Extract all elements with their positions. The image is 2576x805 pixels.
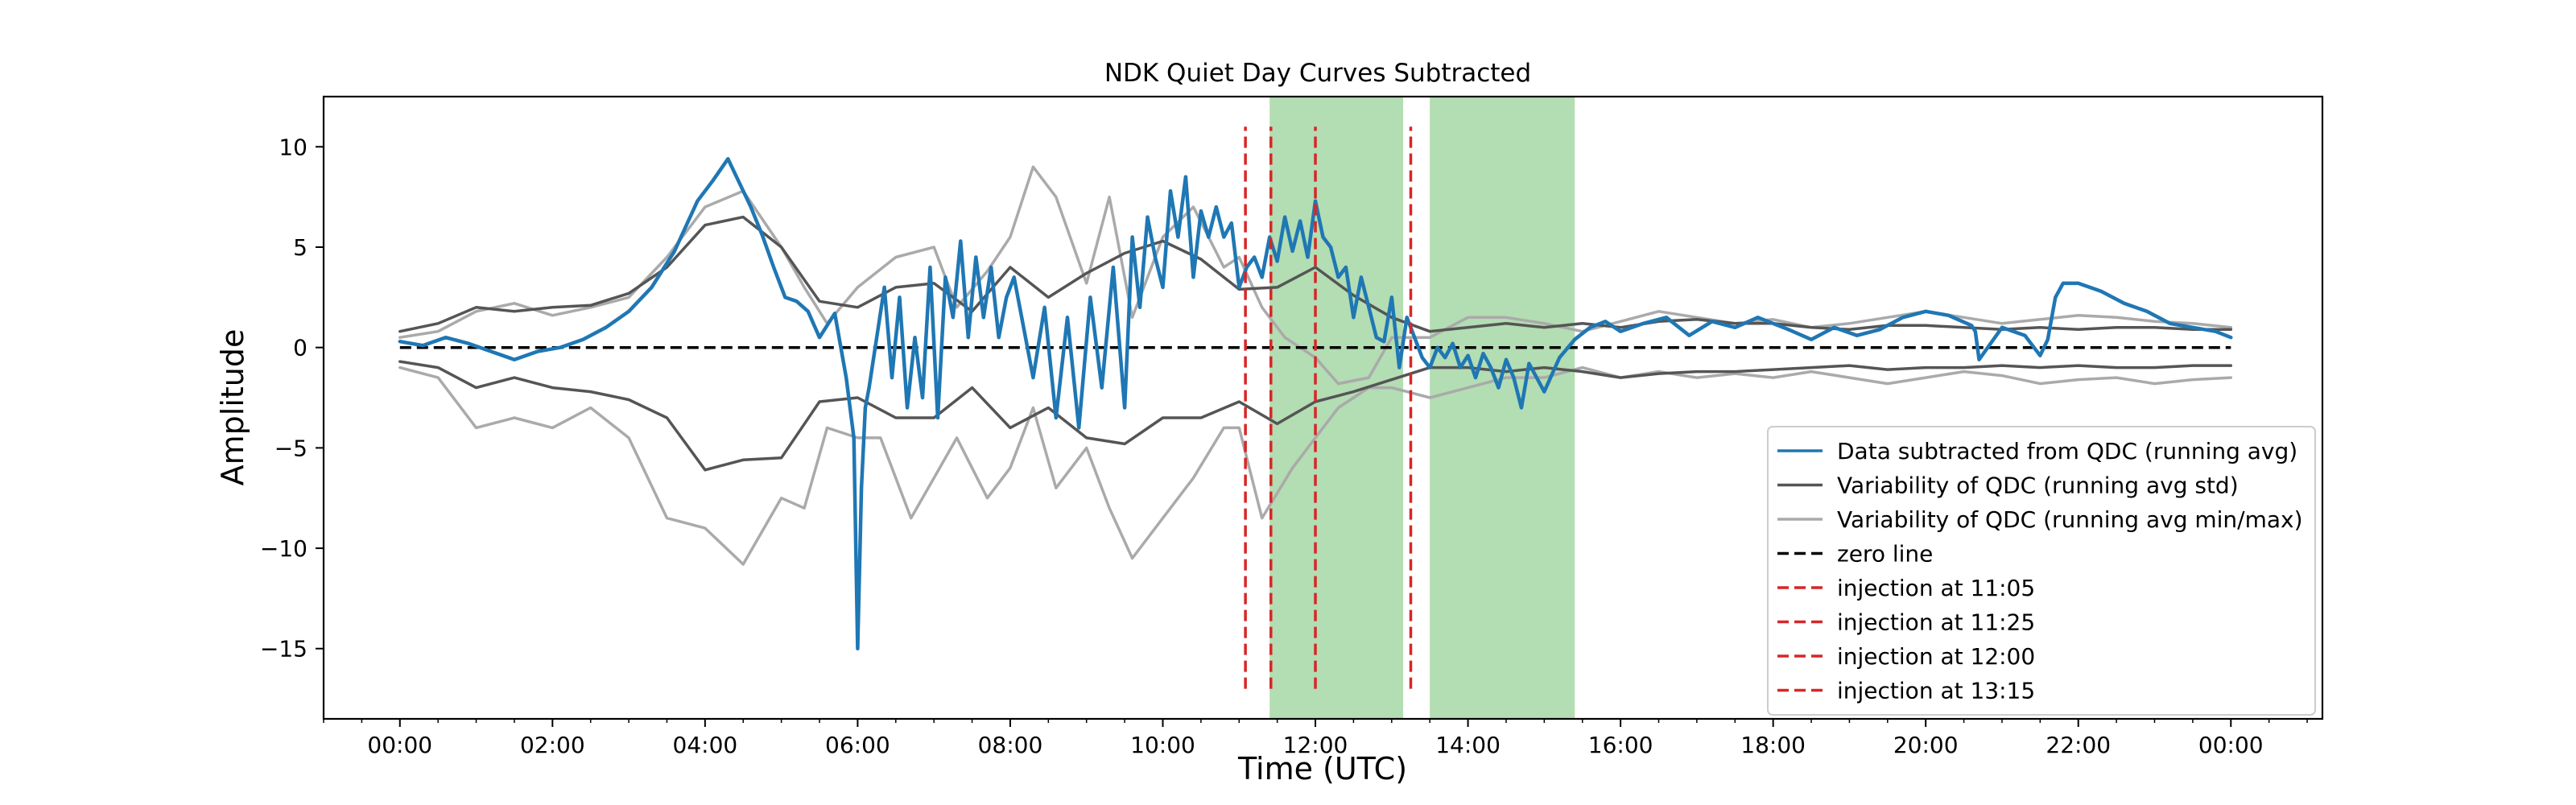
series-line-3 bbox=[398, 360, 2233, 472]
legend: Data subtracted from QDC (running avg) Va… bbox=[1767, 426, 2316, 716]
y-tick-label: −5 bbox=[275, 435, 308, 461]
series-line-2 bbox=[398, 215, 2233, 333]
shaded-region-2 bbox=[1430, 97, 1575, 719]
x-tick-label: 00:00 bbox=[2198, 732, 2264, 758]
y-tick-label: −10 bbox=[260, 535, 308, 562]
legend-label: injection at 11:05 bbox=[1837, 575, 2035, 601]
x-tick-label: 16:00 bbox=[1588, 732, 1653, 758]
axes-frame bbox=[322, 95, 2324, 720]
y-axis-label: Amplitude bbox=[215, 329, 250, 486]
legend-label: injection at 13:15 bbox=[1837, 678, 2035, 704]
x-tick-label: 04:00 bbox=[673, 732, 738, 758]
x-tick-label: 00:00 bbox=[367, 732, 432, 758]
chart-title: NDK Quiet Day Curves Subtracted bbox=[1104, 59, 1531, 88]
x-axis: 00:00 02:00 04:00 06:00 08:00 10:00 12:00 14:00… bbox=[323, 719, 2308, 758]
series-line-1 bbox=[398, 157, 2233, 650]
legend-label: Data subtracted from QDC (running avg) bbox=[1837, 438, 2297, 464]
x-tick-label: 10:00 bbox=[1130, 732, 1195, 758]
series-line-5 bbox=[398, 365, 2233, 566]
y-tick-label: 5 bbox=[293, 234, 308, 261]
y-axis: 10 5 0 −5 −10 −15 bbox=[260, 134, 324, 663]
legend-box bbox=[1767, 426, 2316, 716]
x-tick-label: 14:00 bbox=[1435, 732, 1501, 758]
legend-label: injection at 12:00 bbox=[1837, 643, 2035, 670]
x-tick-label: 18:00 bbox=[1740, 732, 1806, 758]
legend-label: Variability of QDC (running avg std) bbox=[1837, 473, 2239, 499]
y-tick-label: 0 bbox=[293, 335, 308, 361]
x-axis-label: Time (UTC) bbox=[1237, 751, 1407, 786]
x-tick-label: 08:00 bbox=[978, 732, 1043, 758]
legend-label: zero line bbox=[1837, 541, 1933, 568]
shaded-region-1 bbox=[1269, 97, 1404, 719]
y-tick-label: 10 bbox=[279, 134, 308, 160]
x-tick-label: 06:00 bbox=[825, 732, 890, 758]
legend-label: Variability of QDC (running avg min/max) bbox=[1837, 506, 2303, 533]
plot-area bbox=[398, 97, 2233, 719]
y-tick-label: −15 bbox=[260, 636, 308, 663]
x-tick-label: 22:00 bbox=[2046, 732, 2111, 758]
x-tick-label: 12:00 bbox=[1283, 732, 1348, 758]
legend-label: injection at 11:25 bbox=[1837, 609, 2035, 636]
x-tick-label: 20:00 bbox=[1893, 732, 1959, 758]
x-tick-label: 02:00 bbox=[520, 732, 585, 758]
